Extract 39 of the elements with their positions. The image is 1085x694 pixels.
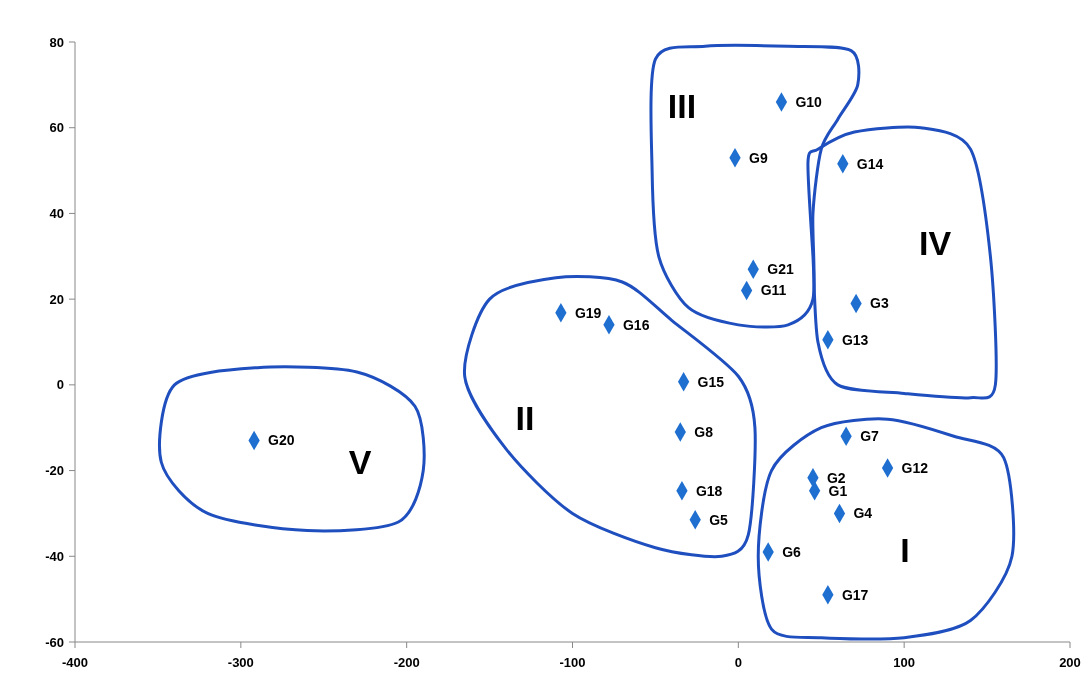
x-tick-label: -300 — [227, 655, 254, 670]
annotation: IV — [918, 223, 952, 262]
annotation: G3 — [870, 295, 889, 312]
y-tick-label: 80 — [49, 34, 64, 50]
annotation: G21 — [767, 261, 794, 278]
annotation: G20 — [268, 432, 295, 449]
annotation: G5 — [709, 511, 729, 528]
annotation: G17 — [841, 586, 869, 603]
annotation: G13 — [841, 331, 869, 348]
annotation: G18 — [695, 482, 723, 499]
x-tick-label: -100 — [559, 655, 586, 670]
annotation: G11 — [760, 282, 787, 299]
x-tick-label: 0 — [734, 655, 742, 670]
annotation: G14 — [856, 155, 884, 172]
annotation: G10 — [795, 93, 823, 110]
x-tick-label: 200 — [1059, 655, 1081, 670]
y-tick-label: 20 — [49, 291, 64, 307]
annotation: III — [667, 86, 697, 125]
y-tick-label: -40 — [45, 548, 64, 564]
annotation: V — [348, 442, 372, 481]
y-tick-label: 60 — [49, 120, 64, 136]
y-tick-label: 40 — [49, 205, 64, 221]
x-tick-label: -400 — [61, 655, 89, 670]
annotation: G9 — [749, 149, 768, 166]
x-tick-label: -200 — [393, 655, 420, 670]
annotation: II — [515, 398, 535, 437]
y-tick-label: 0 — [56, 377, 64, 393]
y-tick-label: -20 — [45, 463, 64, 479]
annotation: G12 — [901, 459, 929, 476]
annotation: I — [900, 530, 910, 569]
annotation: G19 — [574, 304, 602, 321]
annotation: G8 — [694, 423, 714, 440]
annotation: G6 — [782, 543, 802, 560]
x-tick-label: 100 — [893, 655, 916, 670]
annotation: G15 — [697, 373, 725, 390]
annotation: G16 — [622, 316, 650, 333]
y-tick-label: -60 — [45, 634, 64, 650]
annotation: G4 — [853, 505, 873, 522]
annotation: G7 — [860, 428, 880, 445]
